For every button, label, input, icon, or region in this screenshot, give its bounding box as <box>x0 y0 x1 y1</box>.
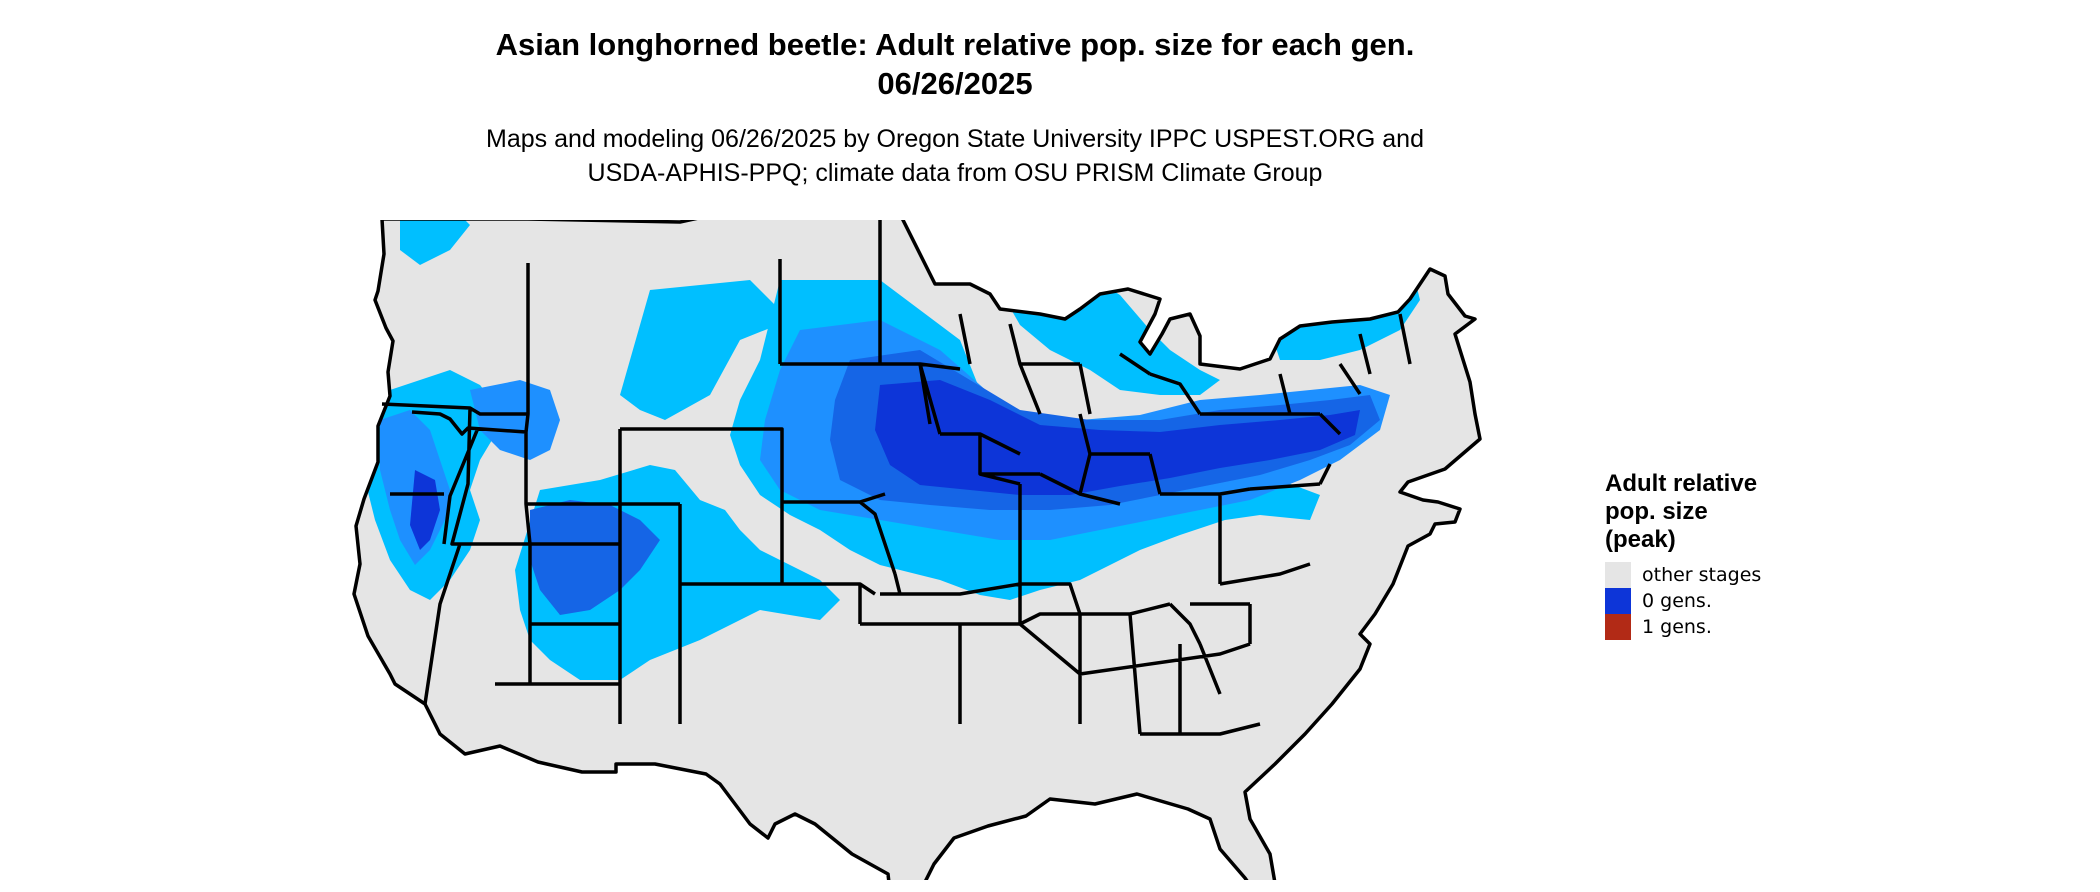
legend-label-1-gens: 1 gens. <box>1642 616 1712 638</box>
region-dark-blue-core <box>875 380 1360 495</box>
legend-label-0-gens: 0 gens. <box>1642 590 1712 612</box>
legend-swatch-other-stages <box>1605 562 1631 588</box>
map-subtitle-line-1: Maps and modeling 06/26/2025 by Oregon S… <box>486 125 1424 153</box>
region-dark-blue-west <box>410 470 440 550</box>
region-blue-southwest <box>530 500 660 615</box>
map-title-line-2: 06/26/2025 <box>877 66 1033 101</box>
region-medium-blue-basin <box>470 380 560 460</box>
legend-title-line-3: (peak) <box>1605 526 1676 553</box>
legend-title-line-1: Adult relative <box>1605 470 1758 497</box>
state-lines <box>381 220 1412 736</box>
legend-item-1-gens: 1 gens. <box>1605 614 1905 640</box>
legend-title-line-2: pop. size <box>1605 498 1708 525</box>
legend-swatch-1-gens <box>1605 614 1631 640</box>
legend-item-other-stages: other stages <box>1605 562 1905 588</box>
map-title-line-1: Asian longhorned beetle: Adult relative … <box>495 27 1415 62</box>
state-borders <box>352 220 1482 880</box>
us-map <box>352 220 1482 880</box>
region-light-blue-northwest <box>400 220 470 265</box>
legend: Adult relative pop. size (peak) other st… <box>1605 470 1905 640</box>
map-subtitle-line-2: USDA-APHIS-PPQ; climate data from OSU PR… <box>587 159 1323 187</box>
legend-label-other-stages: other stages <box>1642 564 1762 586</box>
region-light-blue-central <box>620 280 790 420</box>
legend-swatch-0-gens <box>1605 588 1631 614</box>
legend-item-0-gens: 0 gens. <box>1605 588 1905 614</box>
population-layers <box>360 220 1420 680</box>
